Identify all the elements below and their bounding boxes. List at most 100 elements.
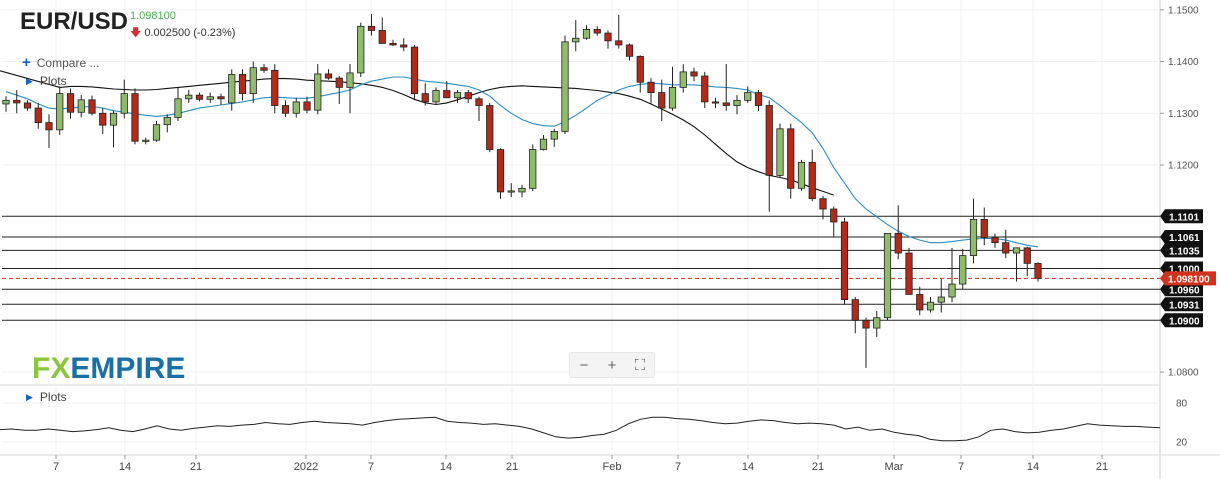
level-badge: 1.0900: [1160, 313, 1203, 328]
bearish-candle-body: [66, 93, 75, 113]
zoom-in-button[interactable]: +: [607, 356, 617, 374]
plots-toggle-indicator[interactable]: ▶ Plots: [26, 390, 67, 404]
zoom-out-button[interactable]: −: [579, 356, 589, 374]
candle: [34, 102, 42, 129]
bearish-candle-body: [905, 252, 913, 295]
level-badge-shape: [1160, 209, 1203, 224]
x-tick-label: 14: [742, 461, 754, 473]
plots-toggle-main[interactable]: ▶ Plots: [26, 74, 67, 88]
support-resistance-lines: [2, 215, 1160, 321]
bearish-candle-body: [238, 74, 247, 95]
candle: [776, 123, 784, 178]
bullish-candle-body: [572, 37, 580, 43]
candle: [389, 39, 397, 46]
bearish-candle-body: [830, 208, 838, 223]
bearish-candle-body: [281, 105, 290, 114]
candle: [453, 89, 462, 103]
y-tick-label: 1.1500: [1168, 5, 1199, 16]
candle: [518, 184, 526, 198]
bearish-candle-body: [636, 55, 644, 83]
bullish-candle-body: [539, 138, 548, 150]
bullish-candle-body: [776, 128, 784, 176]
bullish-candle-body: [163, 117, 171, 126]
level-badge-shape: [1160, 297, 1203, 312]
candle: [228, 69, 236, 111]
candle: [421, 83, 429, 106]
bullish-candle-body: [518, 187, 526, 193]
level-badge: 1.1101: [1160, 209, 1203, 224]
bearish-candle-body: [486, 105, 494, 150]
candle: [593, 26, 601, 36]
compare-button[interactable]: + Compare ...: [22, 55, 99, 70]
candle: [249, 61, 257, 103]
x-tick-label: 2022: [294, 461, 318, 473]
bearish-candle-body: [88, 99, 96, 114]
candle: [744, 86, 752, 103]
candle: [894, 205, 902, 260]
candle: [357, 22, 365, 78]
candle: [647, 78, 655, 104]
candle: [1023, 246, 1031, 277]
candle: [324, 69, 333, 80]
x-tick-label: 14: [119, 461, 131, 473]
bullish-candle-body: [507, 190, 515, 193]
candle: [1012, 247, 1021, 282]
candle: [260, 64, 268, 73]
bullish-candle-body: [77, 99, 85, 113]
bearish-candle-body: [894, 232, 902, 254]
last-price: 1.098100: [130, 10, 176, 22]
bearish-candle-body: [389, 43, 397, 46]
bearish-candle-body: [45, 122, 53, 131]
oscillator-panel: [0, 402, 1161, 443]
candle: [754, 89, 763, 111]
bullish-candle-body: [797, 162, 806, 189]
candle: [572, 20, 580, 52]
bullish-candle-body: [346, 72, 354, 88]
level-badge-shape: [1160, 282, 1203, 297]
bearish-candle-body: [1023, 247, 1031, 264]
bearish-candle-body: [99, 112, 107, 126]
candle: [604, 30, 612, 49]
candle: [174, 87, 182, 122]
bullish-candle-body: [561, 41, 569, 132]
bearish-candle-body: [1002, 242, 1010, 254]
x-tick-label: 7: [958, 461, 964, 473]
bearish-candle-body: [324, 73, 333, 79]
candle: [582, 25, 591, 40]
bearish-candle-body: [808, 162, 816, 200]
bullish-candle-body: [959, 255, 967, 285]
level-badge-label: 1.1000: [1169, 265, 1200, 276]
candle: [335, 76, 343, 104]
bearish-candle-body: [23, 102, 32, 109]
candle: [733, 95, 741, 115]
candle: [378, 17, 386, 44]
candle: [410, 44, 419, 101]
slow-moving-average-line: [0, 70, 834, 196]
bearish-candle-body: [658, 92, 666, 109]
candle: [926, 297, 935, 313]
candle: [464, 89, 472, 103]
candle: [185, 89, 193, 103]
candle: [937, 278, 945, 313]
candle: [56, 86, 64, 136]
bearish-candle-body: [475, 98, 483, 106]
bullish-candle-body: [56, 93, 64, 131]
candle: [1002, 229, 1010, 259]
candle: [830, 206, 838, 238]
candle: [66, 88, 75, 119]
x-tick-label: 7: [53, 461, 59, 473]
candle: [561, 35, 569, 134]
candle: [873, 310, 881, 337]
bullish-candle-body: [679, 71, 687, 88]
level-badge-label: 1.1101: [1169, 212, 1199, 223]
bearish-candle-body: [625, 44, 634, 57]
candle: [88, 95, 96, 116]
bearish-candle-body: [335, 77, 343, 88]
oscillator-tick-label: 80: [1176, 399, 1188, 410]
bearish-candle-body: [593, 29, 601, 34]
level-badge-label: 1.0960: [1169, 285, 1200, 296]
bearish-candle-body: [991, 237, 999, 244]
fullscreen-button[interactable]: ⛶: [634, 356, 646, 374]
bearish-candle-body: [496, 149, 505, 193]
